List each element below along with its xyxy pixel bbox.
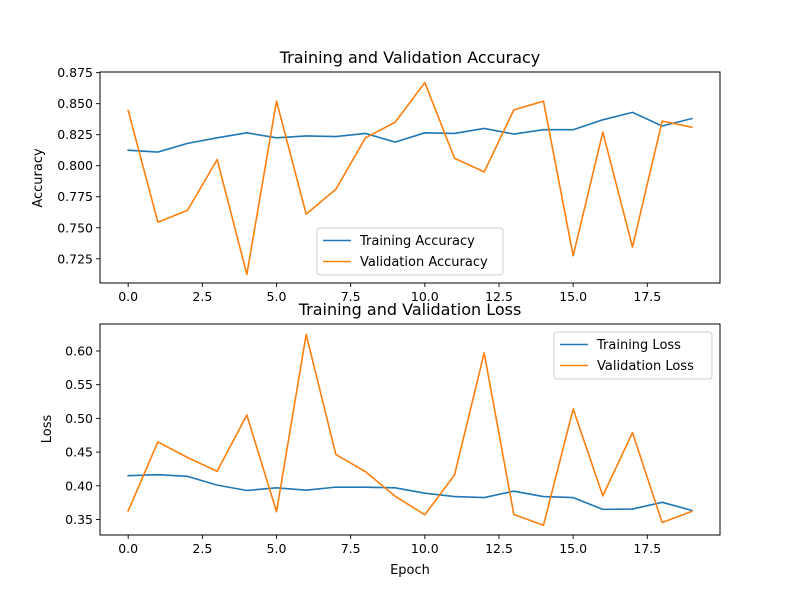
accuracy-y-tick-label: 0.875: [57, 65, 93, 80]
loss-chart-title: Training and Validation Loss: [298, 300, 522, 319]
validation-loss-legend-label: Validation Loss: [597, 359, 694, 374]
accuracy-series-lines: [127, 81, 693, 276]
accuracy-x-tick-label: 12.5: [485, 289, 513, 304]
accuracy-chart-title: Training and Validation Accuracy: [279, 48, 541, 67]
accuracy-x-tick-label: 10.0: [411, 289, 439, 304]
accuracy-x-tick-label: 15.0: [559, 289, 587, 304]
loss-legend: Training Loss Validation Loss: [553, 331, 713, 380]
loss-y-axis-label: Loss: [40, 415, 55, 444]
loss-legend-box: [553, 331, 713, 380]
accuracy-x-tick-label: 7.5: [341, 289, 361, 304]
accuracy-y-tick-label: 0.850: [57, 96, 93, 111]
loss-x-axis-label: Epoch: [390, 563, 430, 578]
accuracy-y-tick-label: 0.800: [57, 158, 93, 173]
validation-accuracy-legend-label: Validation Accuracy: [360, 255, 488, 270]
accuracy-legend-box: [316, 227, 504, 276]
loss-ticks: 0.0 2.5 5.0 7.5 10.0 12.5 15.0 17.5 0.35 0.40 0.45…: [65, 343, 661, 556]
accuracy-legend: Training Accuracy Validation Accuracy: [316, 227, 504, 276]
loss-series-lines: [127, 333, 693, 527]
accuracy-plot-frame: [99, 71, 721, 284]
loss-x-tick-label: 5.0: [267, 541, 287, 556]
training-loss-line: [127, 473, 693, 512]
loss-x-tick-label: 0.0: [118, 541, 138, 556]
training-loss-legend-label: Training Loss: [596, 338, 681, 353]
loss-x-tick-label: 15.0: [559, 541, 587, 556]
accuracy-y-tick-label: 0.825: [57, 127, 93, 142]
accuracy-y-tick-label: 0.775: [57, 189, 93, 204]
accuracy-x-tick-label: 17.5: [633, 289, 661, 304]
accuracy-x-tick-label: 0.0: [118, 289, 138, 304]
accuracy-y-tick-label: 0.750: [57, 220, 93, 235]
validation-loss-line: [127, 333, 693, 527]
accuracy-x-tick-label: 5.0: [267, 289, 287, 304]
validation-accuracy-line: [127, 81, 693, 276]
loss-y-tick-label: 0.60: [65, 343, 93, 358]
loss-plot-frame: [99, 323, 721, 536]
accuracy-subplot: Training and Validation Accuracy Accurac…: [31, 48, 721, 304]
accuracy-ticks: 0.0 2.5 5.0 7.5 10.0 12.5 15.0 17.5 0.725 0.750 0.…: [57, 65, 661, 304]
accuracy-x-tick-label: 2.5: [192, 289, 212, 304]
loss-x-tick-label: 12.5: [485, 541, 513, 556]
loss-y-tick-label: 0.35: [65, 512, 93, 527]
training-accuracy-line: [127, 111, 693, 153]
training-accuracy-legend-label: Training Accuracy: [359, 234, 475, 249]
loss-y-tick-label: 0.55: [65, 377, 93, 392]
loss-y-tick-label: 0.50: [65, 411, 93, 426]
accuracy-y-axis-label: Accuracy: [31, 148, 46, 208]
loss-x-tick-label: 2.5: [192, 541, 212, 556]
loss-y-tick-label: 0.45: [65, 445, 93, 460]
loss-x-tick-label: 10.0: [411, 541, 439, 556]
loss-subplot: Training and Validation Loss Loss Epoch …: [40, 300, 721, 578]
loss-x-tick-label: 17.5: [633, 541, 661, 556]
loss-x-tick-label: 7.5: [341, 541, 361, 556]
accuracy-y-tick-label: 0.725: [57, 251, 93, 266]
loss-y-tick-label: 0.40: [65, 478, 93, 493]
